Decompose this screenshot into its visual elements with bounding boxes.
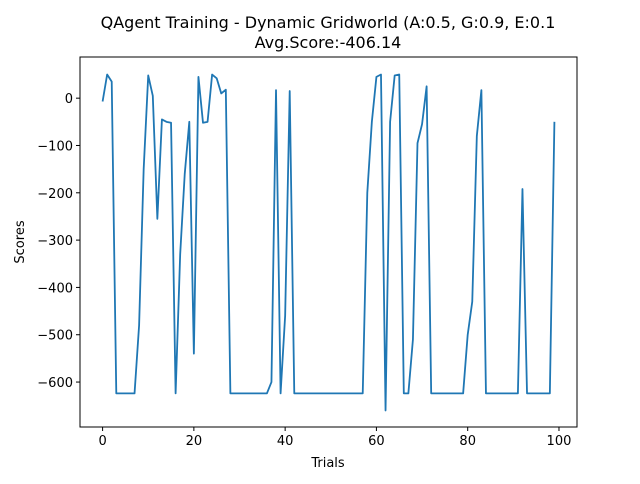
y-tick-label: −400 <box>37 281 73 296</box>
x-tick-label: 40 <box>277 434 294 449</box>
y-axis-label: Scores <box>13 220 28 263</box>
line <box>101 73 556 412</box>
x-axis-label: Trials <box>310 456 345 471</box>
x-tick-label: 60 <box>368 434 385 449</box>
x-tick-label: 0 <box>98 434 106 449</box>
x-tick-label: 100 <box>547 434 572 449</box>
y-tick-label: −200 <box>37 187 73 202</box>
y-tick-label: −500 <box>37 329 73 344</box>
plot-frame <box>79 56 578 428</box>
y-tick-label: −100 <box>37 139 73 154</box>
y-tick-label: −300 <box>37 234 73 249</box>
y-tick-label: −600 <box>37 376 73 391</box>
chart-title: QAgent Training - Dynamic Gridworld (A:0… <box>101 13 556 32</box>
chart-title: Avg.Score:-406.14 <box>255 33 402 52</box>
x-tick-label: 20 <box>186 434 203 449</box>
y-tick-label: 0 <box>65 92 73 107</box>
x-tick-label: 80 <box>459 434 476 449</box>
